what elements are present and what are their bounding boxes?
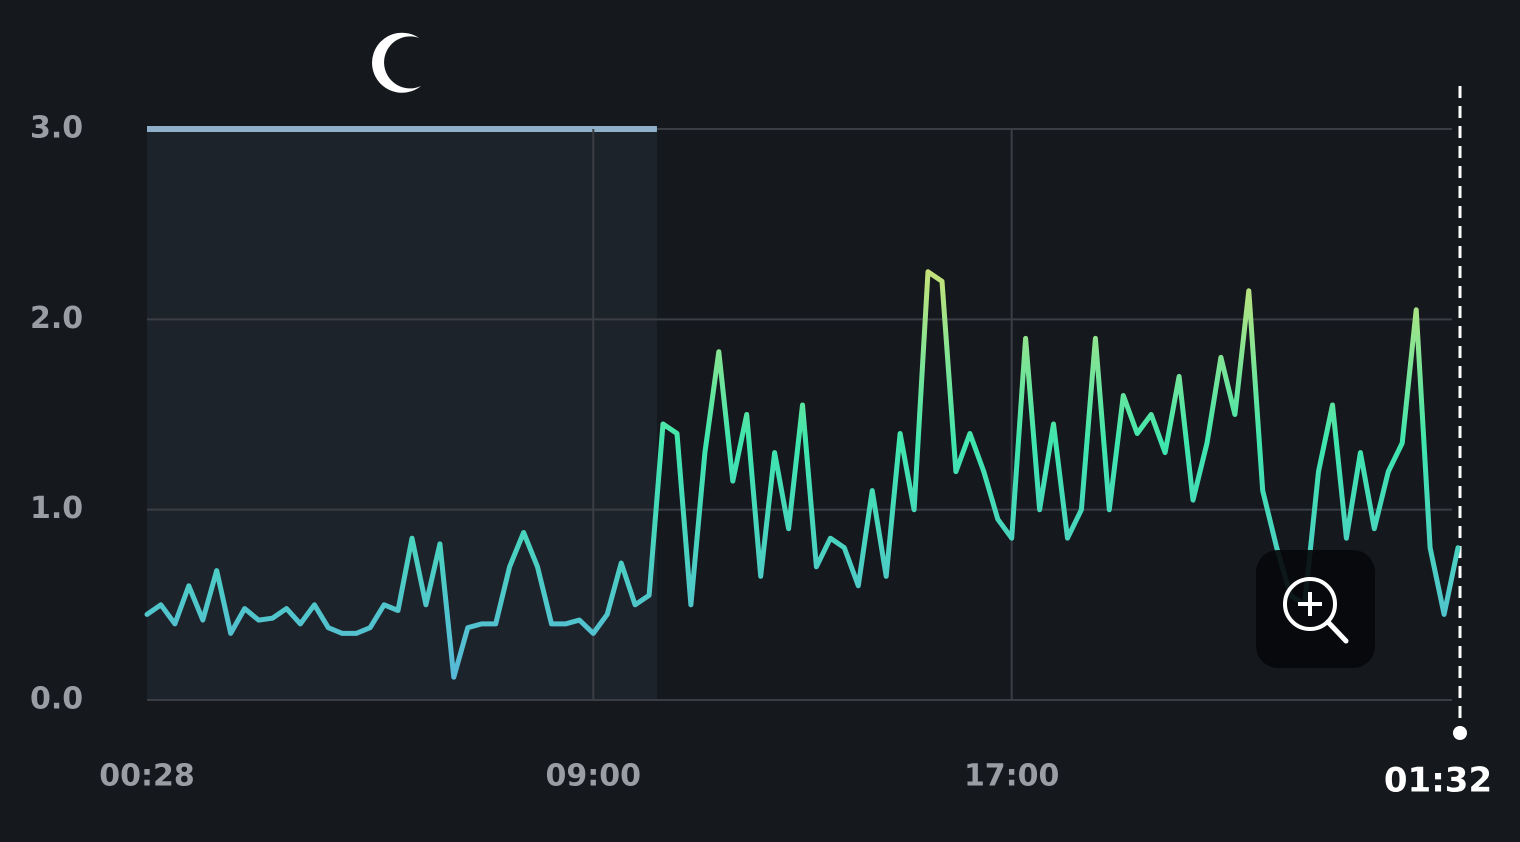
y-tick-label: 3.0 bbox=[30, 111, 83, 146]
y-tick-label: 1.0 bbox=[30, 491, 83, 526]
zoom-button[interactable] bbox=[1256, 550, 1375, 668]
x-tick-label: 17:00 bbox=[964, 759, 1060, 794]
current-time-dot bbox=[1453, 726, 1467, 740]
sleep-band bbox=[147, 129, 657, 700]
zoom-icon-handle bbox=[1325, 619, 1349, 644]
data-line bbox=[144, 269, 1461, 680]
y-tick-label: 2.0 bbox=[30, 301, 83, 336]
zoom-button-bg bbox=[1256, 550, 1375, 668]
zoom-icon-lens bbox=[1283, 577, 1337, 631]
x-tick-label: 01:32 bbox=[1384, 761, 1492, 801]
y-tick-label: 0.0 bbox=[30, 682, 83, 717]
plot: 0.0 1.0 2.0 3.0 00:28 09:00 17:00 01:32 bbox=[30, 86, 1492, 801]
moon-icon bbox=[372, 32, 421, 93]
x-tick-label: 09:00 bbox=[546, 759, 642, 794]
x-tick-label: 00:28 bbox=[99, 759, 195, 794]
